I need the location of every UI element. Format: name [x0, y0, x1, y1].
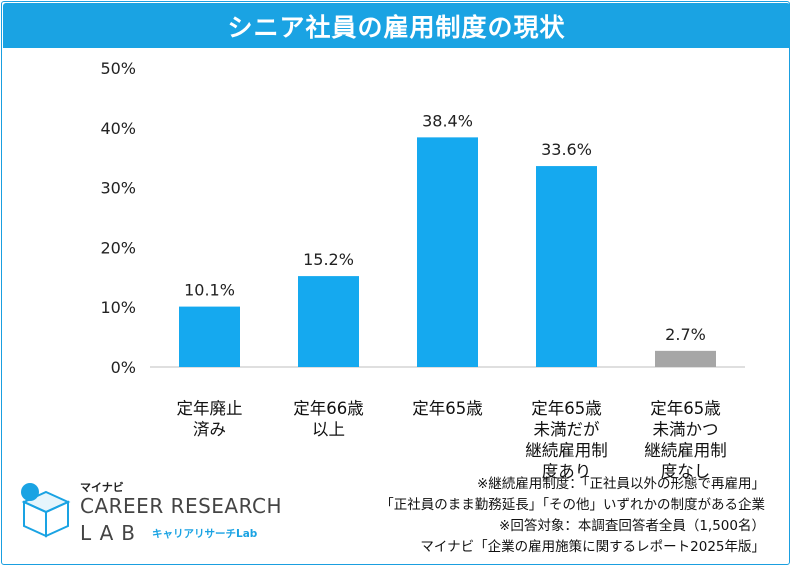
category-label: 度あり [542, 462, 592, 481]
logo-line2: LAB [80, 521, 144, 545]
bar [655, 350, 716, 367]
category-label: 継続雇用制 [525, 441, 608, 460]
y-tick-label: 30% [100, 179, 136, 198]
category-label: 定年65歳 [650, 399, 721, 418]
lab-cube-icon [21, 483, 71, 538]
category-label: 定年廃止 [177, 399, 243, 418]
data-label: 2.7% [665, 325, 706, 344]
footnote-line: ※回答対象：本調査回答者全員（1,500名） [499, 518, 765, 534]
chart-title: シニア社員の雇用制度の現状 [227, 12, 566, 42]
category-label: 未満かつ [653, 420, 719, 439]
bar [298, 276, 359, 367]
bar [417, 137, 478, 367]
data-label: 38.4% [422, 111, 473, 130]
logo-sub: キャリアリサーチLab [152, 528, 258, 540]
bar [536, 166, 597, 367]
footnote-line: マイナビ「企業の雇用施策に関するレポート2025年版」 [420, 539, 765, 555]
footnote-line: ※継続雇用制度：「正社員以外の形態で再雇用」 [476, 476, 765, 492]
y-tick-label: 20% [100, 238, 136, 257]
y-tick-label: 10% [100, 298, 136, 317]
category-label: 済み [193, 420, 226, 439]
category-label: 未満だが [534, 420, 601, 439]
y-tick-label: 0% [111, 358, 136, 377]
data-label: 33.6% [541, 140, 592, 159]
category-label: 定年65歳 [412, 399, 483, 418]
logo: マイナビ CAREER RESEARCH LAB キャリアリサーチLab [16, 478, 296, 548]
footnotes: ※継続雇用制度：「正社員以外の形態で再雇用」 「正社員のまま勤務延長」「その他」… [345, 474, 765, 558]
y-tick-label: 40% [100, 119, 136, 138]
logo-brand: マイナビ [80, 481, 124, 494]
logo-line1: CAREER RESEARCH [80, 494, 283, 518]
data-label: 15.2% [303, 250, 354, 269]
category-label: 定年65歳 [531, 399, 602, 418]
y-tick-label: 50% [100, 59, 136, 78]
footnote-line: 「正社員のまま勤務延長」「その他」いずれかの制度がある企業 [380, 497, 765, 513]
category-label: 定年66歳 [293, 399, 364, 418]
category-label: 度なし [661, 462, 711, 481]
title-bar: シニア社員の雇用制度の現状 [3, 3, 790, 48]
category-label: 継続雇用制 [644, 441, 727, 460]
category-label: 以上 [312, 420, 345, 439]
bar [179, 306, 240, 367]
data-label: 10.1% [184, 281, 235, 300]
